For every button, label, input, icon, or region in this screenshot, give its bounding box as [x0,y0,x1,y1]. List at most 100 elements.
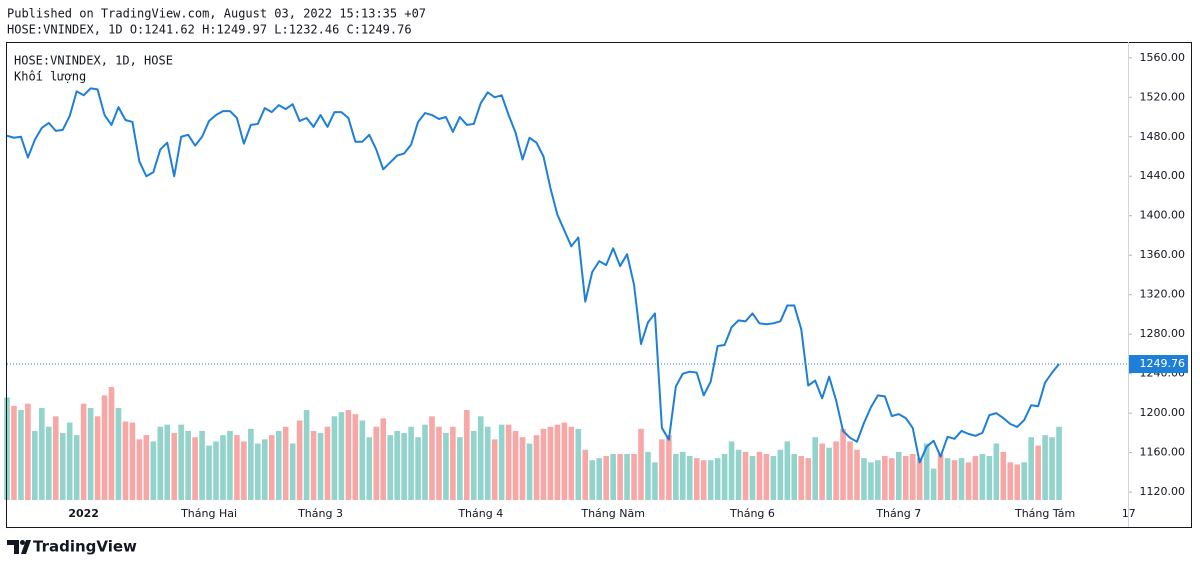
x-tick-label: Tháng 4 [457,507,503,520]
volume-bar [394,430,400,500]
volume-bar [143,435,150,500]
volume-bar [847,441,853,500]
volume-bar [206,445,212,500]
volume-bar [916,458,923,500]
y-tick-label: 1560.00 [1140,51,1186,64]
volume-bar [547,426,554,500]
volume-bar [1028,437,1034,500]
volume-bar [505,424,512,500]
volume-bar [526,443,533,500]
volume-bar [763,453,770,500]
volume-bar [937,453,944,500]
y-tick-label: 1280.00 [1140,327,1186,340]
volume-bar [373,426,380,500]
volume-bar [986,456,993,500]
volume-bar [450,426,456,500]
volume-bar [1056,426,1062,500]
x-tick-label: Tháng Hai [180,507,237,520]
volume-bar [80,403,87,500]
volume-bar [25,403,31,500]
volume-bar [380,418,387,500]
last-price-box [1128,355,1188,374]
volume-bar [129,422,136,500]
volume-bar [889,458,895,500]
volume-bar [861,458,867,500]
volume-bar [812,437,818,500]
volume-bar [484,426,491,500]
x-tick-label: Tháng Năm [580,507,645,520]
volume-bar [164,424,171,500]
volume-bar [589,460,596,500]
volume-bar [624,453,630,500]
volume-bar [686,456,693,500]
volume-bar [735,449,742,500]
volume-bar [338,412,345,500]
volume-bar [101,395,108,500]
last-price-label: 1249.76 [1140,357,1186,370]
volume-bar [519,437,526,500]
volume-bar [666,435,672,500]
volume-bar [317,433,324,500]
volume-bar [596,458,603,500]
volume-bar [784,441,791,500]
volume-bar [227,430,233,500]
volume-bar [303,410,310,500]
volume-bar [220,435,226,500]
y-tick-label: 1440.00 [1140,169,1186,182]
x-tick-label: Tháng 6 [729,507,775,520]
volume-bar [234,435,240,500]
y-tick-label: 1520.00 [1140,90,1186,103]
volume-bar [94,416,101,500]
volume-bar [777,449,784,500]
volume-bar [721,453,728,500]
volume-bar [268,435,275,500]
volume-bar [1014,464,1021,500]
volume-bar [359,420,366,500]
volume-bar [819,443,825,500]
y-tick-label: 1200.00 [1140,406,1186,419]
legend: HOSE:VNINDEX, 1D, HOSE Khối lượng [14,54,173,84]
volume-bar [66,422,73,500]
ohlc-info: HOSE:VNINDEX, 1D O:1241.62 H:1249.97 L:1… [7,23,412,37]
volume-bar [923,443,930,500]
volume-bar [46,426,52,500]
volume-bar [930,468,937,500]
volume-bar [136,439,143,500]
volume-bar [603,456,609,500]
volume-bar [213,441,219,500]
volume-bar [491,439,498,500]
volume-bar [617,453,623,500]
volume-bar [422,424,428,500]
volume-bar [199,430,205,500]
volume-bar [464,410,470,500]
volume-bar [770,456,777,500]
volume-bar [659,439,665,500]
brand-logo [7,540,31,554]
volume-bar [805,458,812,500]
volume-bar [87,407,94,500]
volume-bar [408,426,414,500]
x-tick-label: 2022 [68,507,99,520]
volume-bar [282,426,289,500]
brand-name: TradingView [33,538,137,556]
volume-bar [972,456,979,500]
price-line [6,87,1060,464]
legend-entry: HOSE:VNINDEX, 1D, HOSE [14,54,173,68]
x-tick-label: Tháng 3 [297,507,343,520]
volume-bar [248,428,254,500]
volume-bar [18,410,24,500]
volume-bar [693,458,700,500]
volume-bar [610,453,616,500]
volume-bar [826,447,832,500]
volume-bar [192,437,198,500]
volume-bar [575,428,582,500]
y-tick-label: 1120.00 [1140,485,1186,498]
volume-bar [59,433,66,500]
volume-bar [470,430,477,500]
volume-bar [1007,462,1014,500]
volume-bar [540,428,547,500]
volume-bar [324,426,331,500]
volume-bar [52,416,59,500]
volume-bar [909,453,916,500]
